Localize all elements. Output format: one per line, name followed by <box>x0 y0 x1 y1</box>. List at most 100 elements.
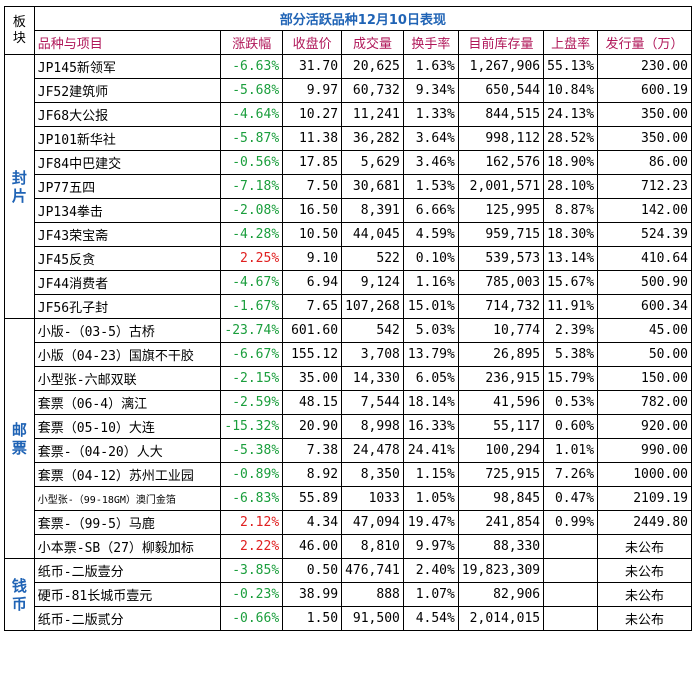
cell-volume: 3,708 <box>341 342 404 367</box>
cell-change: -4.64% <box>220 102 284 127</box>
cell-close: 35.00 <box>282 366 343 391</box>
cell-change: -2.08% <box>220 198 284 223</box>
cell-volume: 107,268 <box>341 294 404 319</box>
cell-close: 0.50 <box>282 558 343 583</box>
cell-volume: 36,282 <box>341 126 404 151</box>
cell-volume: 44,045 <box>341 222 404 247</box>
cell-volume: 8,998 <box>341 414 404 439</box>
cell-issue: 350.00 <box>597 126 692 151</box>
cell-name: JF68大公报 <box>33 102 222 127</box>
cell-close: 7.50 <box>282 174 343 199</box>
cell-issue: 45.00 <box>597 318 692 343</box>
cell-stock: 162,576 <box>457 150 545 175</box>
cell-name: JF43荣宝斋 <box>33 222 222 247</box>
header-change: 涨跌幅 <box>220 30 284 55</box>
corner-cell: 板 块 <box>4 6 35 55</box>
cell-turnover: 1.07% <box>402 582 459 607</box>
section-label-char: 票 <box>11 438 27 457</box>
cell-change: -23.74% <box>220 318 284 343</box>
cell-change: 2.22% <box>220 534 284 559</box>
cell-stock: 998,112 <box>457 126 545 151</box>
table-row: JP134拳击 -2.08% 16.50 8,391 6.66% 125,995 8.87%… <box>5 198 692 223</box>
cell-change: -4.67% <box>220 270 284 295</box>
table-row: 邮票小版-（03-5）古桥 -23.74% 601.60 542 5.03% 10,774… <box>4 318 692 559</box>
cell-stock: 82,906 <box>457 582 545 607</box>
cell-turnover: 6.05% <box>402 366 459 391</box>
cell-name: 硬币-81长城币壹元 <box>33 582 222 607</box>
cell-turnover: 1.16% <box>402 270 459 295</box>
cell-turnover: 9.97% <box>402 534 459 559</box>
cell-issue: 未公布 <box>597 534 692 559</box>
cell-stock: 1,267,906 <box>457 54 545 79</box>
cell-volume: 47,094 <box>341 510 404 535</box>
cell-close: 10.27 <box>282 102 343 127</box>
cell-listed <box>543 534 599 559</box>
cell-change: -7.18% <box>220 174 284 199</box>
cell-issue: 410.64 <box>597 246 692 271</box>
cell-name: JF56孔子封 <box>33 294 222 319</box>
cell-name: 小版（04-23）国旗不干胶 <box>33 342 222 367</box>
cell-issue: 未公布 <box>597 558 692 583</box>
header-name: 品种与项目 <box>33 30 222 55</box>
cell-turnover: 9.34% <box>402 78 459 103</box>
cell-name: JP145新领军 <box>33 54 222 79</box>
cell-name: 套票（05-10）大连 <box>33 414 222 439</box>
table-row: 套票（06-4）漓江 -2.59% 48.15 7,544 18.14% 41,596 0.… <box>5 390 692 415</box>
header-volume: 成交量 <box>341 30 404 55</box>
cell-volume: 8,810 <box>341 534 404 559</box>
cell-name: JF84中巴建交 <box>33 150 222 175</box>
cell-close: 1.50 <box>282 606 343 631</box>
cell-stock: 10,774 <box>457 318 545 343</box>
cell-issue: 990.00 <box>597 438 692 463</box>
corner-char-1: 板 <box>12 14 26 30</box>
table-row: JF68大公报 -4.64% 10.27 11,241 1.33% 844,515 24.1… <box>5 102 692 127</box>
table-row: 小型张-（99-18GM）澳门金箔 -6.83% 55.89 1033 1.05% 98,… <box>5 486 692 511</box>
cell-stock: 539,573 <box>457 246 545 271</box>
cell-volume: 476,741 <box>341 558 404 583</box>
cell-close: 7.65 <box>282 294 343 319</box>
cell-turnover: 3.64% <box>402 126 459 151</box>
cell-volume: 11,241 <box>341 102 404 127</box>
cell-name: 套票-（99-5）马鹿 <box>33 510 222 535</box>
cell-close: 9.10 <box>282 246 343 271</box>
cell-stock: 98,845 <box>457 486 545 511</box>
section-label-char: 封 <box>11 168 27 187</box>
cell-issue: 150.00 <box>597 366 692 391</box>
cell-listed: 8.87% <box>543 198 599 223</box>
cell-name: 纸币-二版壹分 <box>33 558 222 583</box>
cell-change: -2.15% <box>220 366 284 391</box>
cell-listed: 15.79% <box>543 366 599 391</box>
cell-issue: 50.00 <box>597 342 692 367</box>
cell-listed <box>543 606 599 631</box>
section-label-char: 币 <box>11 594 27 613</box>
cell-turnover: 3.46% <box>402 150 459 175</box>
cell-name: JP77五四 <box>33 174 222 199</box>
cell-change: -5.87% <box>220 126 284 151</box>
table-row: 硬币-81长城币壹元 -0.23% 38.99 888 1.07% 82,906 未公布 <box>5 582 692 607</box>
cell-turnover: 1.63% <box>402 54 459 79</box>
cell-close: 46.00 <box>282 534 343 559</box>
cell-issue: 712.23 <box>597 174 692 199</box>
cell-stock: 2,014,015 <box>457 606 545 631</box>
cell-listed: 0.60% <box>543 414 599 439</box>
cell-listed: 28.52% <box>543 126 599 151</box>
cell-turnover: 19.47% <box>402 510 459 535</box>
cell-close: 10.50 <box>282 222 343 247</box>
cell-stock: 55,117 <box>457 414 545 439</box>
cell-close: 4.34 <box>282 510 343 535</box>
cell-stock: 844,515 <box>457 102 545 127</box>
table-row: 封片 JP145新领军 -6.63% 31.70 20,625 1.63% 1,267,90… <box>4 54 692 319</box>
cell-issue: 230.00 <box>597 54 692 79</box>
table-row: 套票-（04-20）人大 -5.38% 7.38 24,478 24.41% 100,29… <box>5 438 692 463</box>
table-title: 部分活跃品种12月10日表现 <box>33 6 692 31</box>
cell-volume: 7,544 <box>341 390 404 415</box>
cell-volume: 8,350 <box>341 462 404 487</box>
table-row: 小型张-六邮双联 -2.15% 35.00 14,330 6.05% 236,915 15.… <box>5 366 692 391</box>
cell-issue: 920.00 <box>597 414 692 439</box>
cell-turnover: 1.53% <box>402 174 459 199</box>
table-row: JP101新华社 -5.87% 11.38 36,282 3.64% 998,112 28.… <box>5 126 692 151</box>
cell-volume: 9,124 <box>341 270 404 295</box>
report-container: 板 块 部分活跃品种12月10日表现 品种与项目 涨跌幅 收盘价 成交量 换手率… <box>4 6 692 631</box>
cell-close: 38.99 <box>282 582 343 607</box>
table-row: JF45反贪 2.25% 9.10 522 0.10% 539,573 13.14% 410.… <box>5 246 692 271</box>
